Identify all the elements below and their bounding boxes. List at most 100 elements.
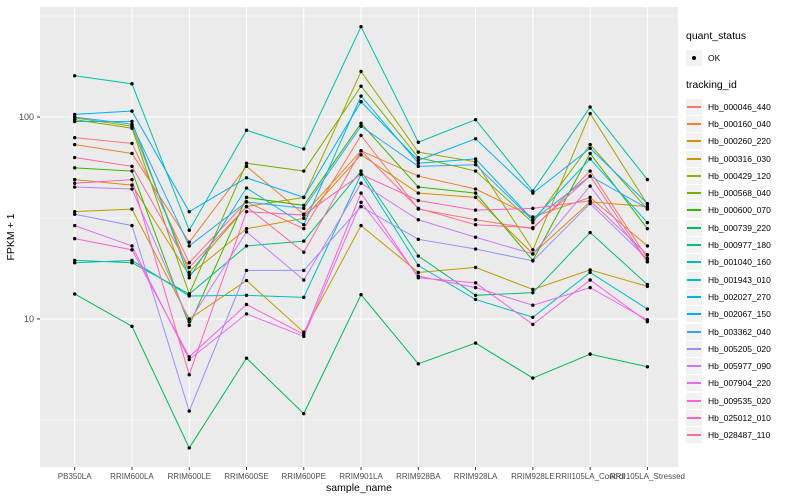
legend-key-swatch — [686, 219, 702, 236]
x-tick-label: RRIM928LA — [454, 472, 498, 481]
data-point — [130, 177, 134, 182]
data-point — [130, 258, 134, 263]
data-point — [244, 164, 249, 169]
data-point — [302, 169, 306, 173]
series-color-line-icon — [687, 209, 701, 212]
data-point — [588, 157, 592, 161]
data-point — [73, 185, 77, 189]
data-point — [473, 281, 478, 285]
data-point — [187, 270, 191, 275]
legend-entry-label: Hb_000316_030 — [708, 153, 771, 164]
data-point — [73, 119, 77, 124]
data-point — [473, 117, 478, 122]
data-point — [130, 164, 134, 169]
data-point — [416, 276, 421, 280]
data-point — [473, 285, 478, 290]
black-point-icon — [692, 56, 696, 60]
legend-title-quant-status: quant_status — [686, 30, 747, 42]
data-point — [416, 155, 421, 160]
data-point — [645, 206, 650, 211]
data-point — [73, 181, 77, 185]
data-point — [588, 184, 592, 188]
legend-key-swatch — [686, 185, 702, 202]
data-point — [302, 268, 306, 273]
data-point — [244, 161, 249, 165]
data-point — [416, 263, 421, 268]
y-axis-title: FPKM + 1 — [5, 213, 17, 260]
legend-entry-label: Hb_002067_150 — [708, 309, 771, 320]
legend-key-swatch — [686, 202, 702, 219]
series-color-line-icon — [687, 434, 701, 437]
data-point — [645, 307, 650, 311]
data-point — [359, 121, 363, 126]
series-color-line-icon — [687, 140, 701, 143]
legend-entry-label: Hb_005977_090 — [708, 361, 771, 372]
data-point — [588, 352, 592, 356]
legend-entry-label: Hb_000160_040 — [708, 118, 771, 129]
data-point — [359, 200, 363, 205]
legend-entry-Hb_001040_160: Hb_001040_160 — [686, 254, 798, 271]
data-point — [130, 169, 134, 173]
legend-entry-Hb_000977_180: Hb_000977_180 — [686, 236, 798, 254]
x-tick-label: RRIM600LA — [110, 472, 154, 481]
x-tick-label: RRII105LA_Control — [555, 472, 625, 481]
data-point — [302, 222, 306, 227]
data-point — [359, 181, 363, 185]
data-point — [187, 372, 191, 377]
data-point — [359, 169, 363, 173]
data-point — [187, 355, 191, 359]
data-point — [531, 252, 535, 256]
data-point — [73, 260, 77, 265]
series-color-line-icon — [687, 192, 701, 195]
data-point — [187, 276, 191, 280]
x-axis-title: sample_name — [326, 482, 392, 494]
data-point — [473, 191, 478, 195]
legend-entry-label: Hb_002027_270 — [708, 291, 771, 302]
data-point — [416, 362, 421, 366]
x-tick-label: RRIM928BA — [396, 472, 441, 481]
data-point — [588, 199, 592, 203]
data-point — [531, 206, 535, 211]
data-point — [645, 177, 650, 182]
data-point — [645, 220, 650, 225]
data-point — [416, 254, 421, 258]
data-point — [473, 293, 478, 298]
data-point — [244, 176, 249, 180]
data-point — [416, 237, 421, 242]
data-point — [359, 292, 363, 297]
series-color-line-icon — [687, 244, 701, 247]
data-point — [359, 153, 363, 157]
data-point — [187, 446, 191, 450]
data-point — [531, 215, 535, 219]
data-point — [416, 191, 421, 195]
data-point — [416, 198, 421, 203]
data-point — [531, 303, 535, 307]
data-point — [244, 302, 249, 307]
legend-entry-Hb_000046_440: Hb_000046_440 — [686, 98, 798, 115]
data-point — [531, 191, 535, 195]
data-point — [130, 126, 134, 130]
x-tick-label: RRIM600LE — [167, 472, 211, 481]
data-point — [130, 207, 134, 211]
data-point — [473, 247, 478, 251]
data-point — [73, 177, 77, 182]
legend-title-tracking-id: tracking_id — [686, 79, 737, 91]
data-point — [302, 203, 306, 208]
data-point — [130, 109, 134, 113]
data-point — [416, 158, 421, 163]
data-point — [302, 216, 306, 221]
data-point — [473, 160, 478, 164]
series-color-line-icon — [687, 278, 701, 281]
data-point — [645, 253, 650, 257]
data-point — [531, 376, 535, 380]
data-point — [302, 213, 306, 217]
legend-entry-label: Hb_000600_070 — [708, 205, 771, 216]
data-point — [416, 164, 421, 169]
data-point — [187, 357, 191, 362]
data-point — [302, 411, 306, 416]
data-point — [473, 187, 478, 191]
data-point — [473, 208, 478, 212]
data-point — [531, 290, 535, 295]
legend-entry-label: Hb_000260_220 — [708, 136, 771, 147]
data-point — [473, 137, 478, 141]
